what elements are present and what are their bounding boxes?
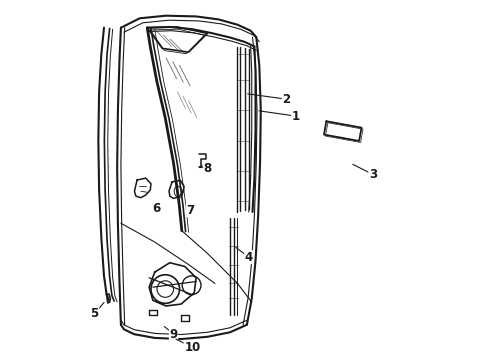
Text: 1: 1 bbox=[292, 109, 300, 122]
Text: 6: 6 bbox=[152, 202, 161, 215]
Text: 10: 10 bbox=[184, 341, 200, 354]
Text: 3: 3 bbox=[369, 168, 377, 181]
Text: 4: 4 bbox=[245, 251, 253, 264]
Text: 8: 8 bbox=[203, 162, 212, 175]
Text: 2: 2 bbox=[282, 93, 291, 105]
Text: 9: 9 bbox=[170, 328, 178, 341]
Text: 5: 5 bbox=[91, 307, 98, 320]
Text: 7: 7 bbox=[186, 204, 195, 217]
